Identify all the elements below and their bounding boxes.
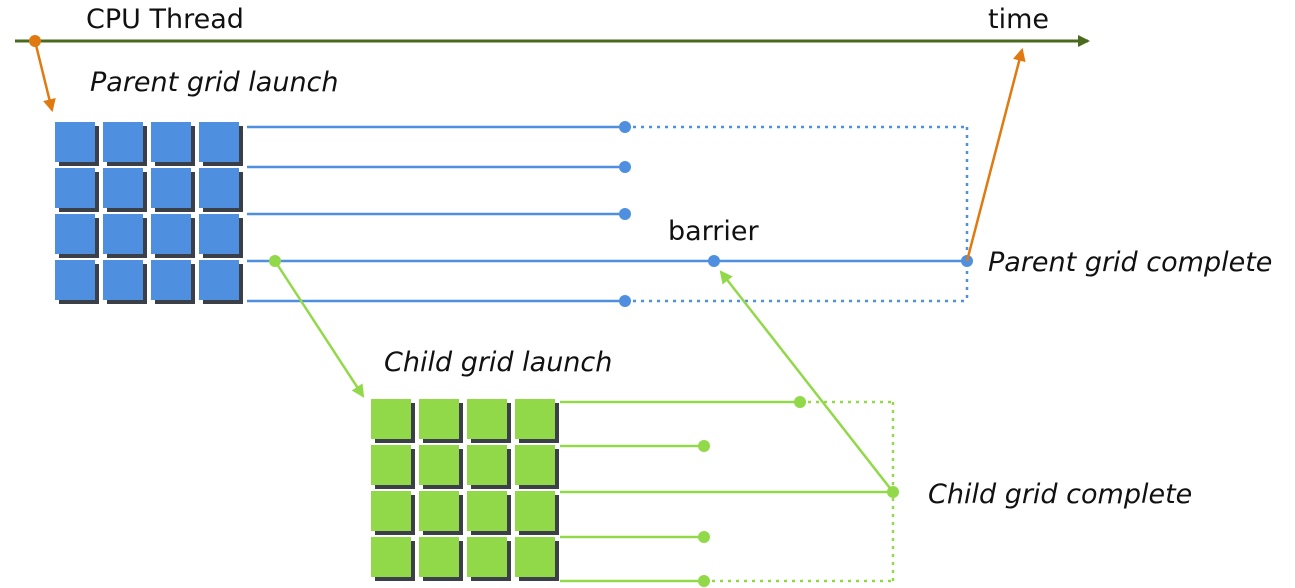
parent-grid-launch-label: Parent grid launch bbox=[90, 67, 339, 98]
parent-thread-lines bbox=[247, 125, 967, 303]
child-grid-block bbox=[371, 399, 411, 439]
parent-grid-block bbox=[199, 214, 239, 254]
parent-grid-complete-label: Parent grid complete bbox=[988, 247, 1272, 278]
time-label: time bbox=[988, 4, 1049, 35]
child-grid-block bbox=[515, 491, 555, 531]
child-grid-block bbox=[419, 491, 459, 531]
child-grid-block bbox=[467, 537, 507, 577]
child-thread-lines bbox=[560, 400, 893, 583]
child-launch-arrow bbox=[273, 260, 365, 398]
child-grid bbox=[371, 399, 559, 581]
child-grid-block bbox=[371, 491, 411, 531]
parent-grid-block bbox=[199, 122, 239, 162]
parent-grid-block bbox=[103, 168, 143, 208]
parent-grid-block bbox=[55, 260, 95, 300]
child-thread-end-dot bbox=[698, 531, 710, 543]
child-grid-block bbox=[371, 537, 411, 577]
parent-grid-block bbox=[151, 168, 191, 208]
barrier-label: barrier bbox=[668, 216, 760, 247]
parent-thread-end-dot bbox=[619, 208, 631, 220]
parent-grid-block bbox=[151, 214, 191, 254]
child-grid-block bbox=[419, 445, 459, 485]
child-grid-complete-label: Child grid complete bbox=[928, 479, 1192, 510]
child-grid-block bbox=[467, 491, 507, 531]
parent-grid-block bbox=[103, 122, 143, 162]
child-grid-block bbox=[515, 537, 555, 577]
parent-grid-block bbox=[199, 260, 239, 300]
child-grid-block bbox=[419, 537, 459, 577]
parent-grid-block bbox=[151, 122, 191, 162]
parent-complete-to-cpu-arrow bbox=[965, 47, 1026, 262]
parent-grid-block bbox=[199, 168, 239, 208]
cpu-launch-arrow bbox=[33, 40, 56, 113]
parent-grid-block bbox=[55, 214, 95, 254]
parent-thread-end-dot bbox=[619, 295, 631, 307]
child-grid-block bbox=[419, 399, 459, 439]
child-grid-block bbox=[371, 445, 411, 485]
child-grid-launch-label: Child grid launch bbox=[384, 347, 612, 378]
child-thread-end-dot bbox=[698, 575, 710, 587]
parent-grid-block bbox=[151, 260, 191, 300]
child-grid-block bbox=[515, 399, 555, 439]
child-complete-to-barrier-arrow bbox=[719, 270, 894, 493]
cpu-thread-label: CPU Thread bbox=[86, 4, 244, 35]
parent-grid-block bbox=[103, 214, 143, 254]
child-grid-block bbox=[467, 399, 507, 439]
parent-grid-block bbox=[55, 168, 95, 208]
child-thread-end-dot bbox=[698, 440, 710, 452]
parent-grid-block bbox=[103, 260, 143, 300]
child-thread-end-dot bbox=[794, 396, 806, 408]
parent-grid-block bbox=[55, 122, 95, 162]
parent-grid bbox=[55, 122, 243, 304]
child-grid-block bbox=[467, 445, 507, 485]
parent-thread-end-dot bbox=[619, 121, 631, 133]
parent-thread-end-dot bbox=[619, 161, 631, 173]
parent-thread-end-dots bbox=[619, 121, 973, 307]
parent-sync-dotted bbox=[625, 125, 969, 303]
child-grid-block bbox=[515, 445, 555, 485]
barrier-dot bbox=[708, 255, 720, 267]
